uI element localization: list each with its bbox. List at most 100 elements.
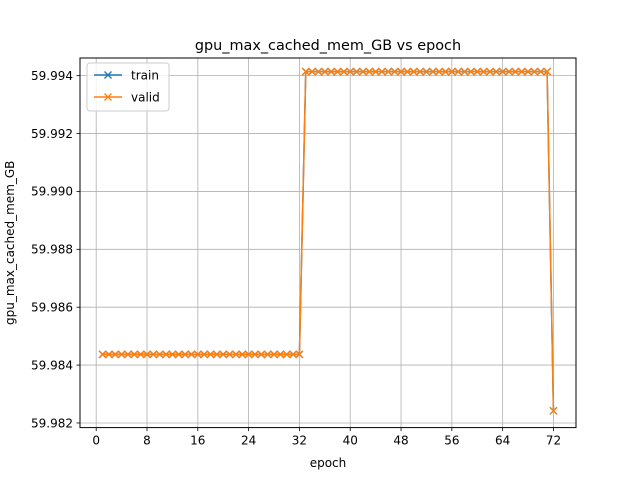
- data-point-valid: [162, 350, 171, 359]
- chart-title: gpu_max_cached_mem_GB vs epoch: [195, 38, 461, 54]
- data-point-valid: [117, 350, 126, 359]
- data-point-valid: [416, 67, 425, 76]
- data-point-valid: [231, 350, 240, 359]
- legend-marker-train: [104, 71, 112, 79]
- data-point-valid: [149, 350, 158, 359]
- legend: train valid: [86, 62, 170, 112]
- data-point-valid: [333, 67, 342, 76]
- x-tick-label: 72: [546, 434, 561, 448]
- data-point-valid: [524, 67, 533, 76]
- data-point-valid: [365, 67, 374, 76]
- data-point-valid: [225, 350, 234, 359]
- y-tick-label: 59.988: [31, 243, 73, 257]
- x-axis-label: epoch: [310, 456, 347, 470]
- data-point-valid: [301, 67, 310, 76]
- data-point-valid: [378, 67, 386, 76]
- data-point-valid: [460, 67, 469, 76]
- y-tick-label: 59.984: [31, 358, 73, 372]
- x-tick-label: 40: [343, 434, 358, 448]
- data-point-valid: [206, 350, 215, 359]
- data-point-valid: [409, 67, 418, 76]
- data-point-valid: [155, 350, 164, 359]
- data-point-valid: [339, 67, 348, 76]
- series-valid: [98, 67, 558, 415]
- data-point-valid: [251, 350, 259, 359]
- data-point-valid: [511, 67, 520, 76]
- y-axis-label: gpu_max_cached_mem_GB: [3, 161, 17, 325]
- data-point-valid: [123, 350, 132, 359]
- data-point-valid: [187, 350, 196, 359]
- data-point-valid: [390, 67, 399, 76]
- x-axis-ticks: 0 8 16 24 32 40 48 56 64 72: [92, 427, 561, 448]
- y-tick-label: 59.992: [31, 127, 73, 141]
- data-point-valid: [257, 350, 266, 359]
- data-point-valid: [111, 350, 120, 359]
- data-point-valid: [289, 350, 298, 359]
- data-point-valid: [403, 67, 412, 76]
- data-point-valid: [549, 406, 558, 415]
- data-point-valid: [485, 67, 494, 76]
- data-point-valid: [295, 350, 304, 359]
- legend-marker-valid: [104, 93, 112, 101]
- x-tick-label: 56: [444, 434, 459, 448]
- data-point-valid: [505, 67, 513, 76]
- data-point-valid: [168, 350, 177, 359]
- legend-label-train: train: [131, 68, 159, 82]
- data-point-valid: [397, 67, 405, 76]
- y-axis-ticks: 59.982 59.984 59.986 59.988 59.990 59.992 59.9…: [31, 69, 80, 430]
- legend-label-valid: valid: [131, 90, 160, 104]
- x-tick-label: 24: [241, 434, 256, 448]
- x-tick-label: 16: [190, 434, 205, 448]
- data-point-valid: [327, 67, 336, 76]
- data-point-valid: [263, 350, 272, 359]
- data-point-valid: [212, 350, 221, 359]
- data-point-valid: [238, 350, 247, 359]
- y-tick-label: 59.990: [31, 185, 73, 199]
- data-point-valid: [219, 350, 228, 359]
- plot-frame: [79, 57, 577, 429]
- data-point-valid: [466, 67, 475, 76]
- data-point-valid: [308, 67, 317, 76]
- data-point-valid: [422, 67, 431, 76]
- data-point-valid: [276, 350, 285, 359]
- data-point-valid: [473, 67, 482, 76]
- data-point-valid: [136, 350, 145, 359]
- x-tick-label: 0: [92, 434, 100, 448]
- x-tick-label: 48: [393, 434, 408, 448]
- grid: [80, 58, 576, 428]
- data-point-valid: [447, 67, 456, 76]
- y-tick-label: 59.994: [31, 69, 73, 83]
- data-point-valid: [498, 67, 507, 76]
- data-point-valid: [200, 350, 209, 359]
- data-point-valid: [536, 67, 545, 76]
- data-point-valid: [244, 350, 253, 359]
- data-point-valid: [193, 350, 202, 359]
- series-line-valid: [102, 70, 555, 411]
- x-tick-label: 8: [143, 434, 151, 448]
- y-tick-label: 59.982: [31, 416, 73, 430]
- data-point-valid: [358, 67, 367, 76]
- data-point-valid: [492, 67, 501, 76]
- series-layer: [98, 67, 558, 415]
- data-point-valid: [371, 67, 380, 76]
- data-point-valid: [530, 67, 539, 76]
- data-point-valid: [181, 350, 190, 359]
- data-point-valid: [479, 67, 488, 76]
- data-point-valid: [441, 67, 450, 76]
- data-point-valid: [454, 67, 463, 76]
- data-point-valid: [104, 350, 113, 359]
- x-tick-label: 32: [292, 434, 307, 448]
- data-point-valid: [352, 67, 361, 76]
- data-point-valid: [143, 350, 151, 359]
- data-point-valid: [517, 67, 526, 76]
- data-point-valid: [282, 350, 291, 359]
- data-point-valid: [174, 350, 183, 359]
- data-point-valid: [98, 350, 107, 359]
- x-tick-label: 64: [495, 434, 510, 448]
- y-tick-label: 59.986: [31, 300, 73, 314]
- data-point-valid: [270, 350, 278, 359]
- data-point-valid: [346, 67, 355, 76]
- data-point-valid: [320, 67, 329, 76]
- data-point-valid: [314, 67, 323, 76]
